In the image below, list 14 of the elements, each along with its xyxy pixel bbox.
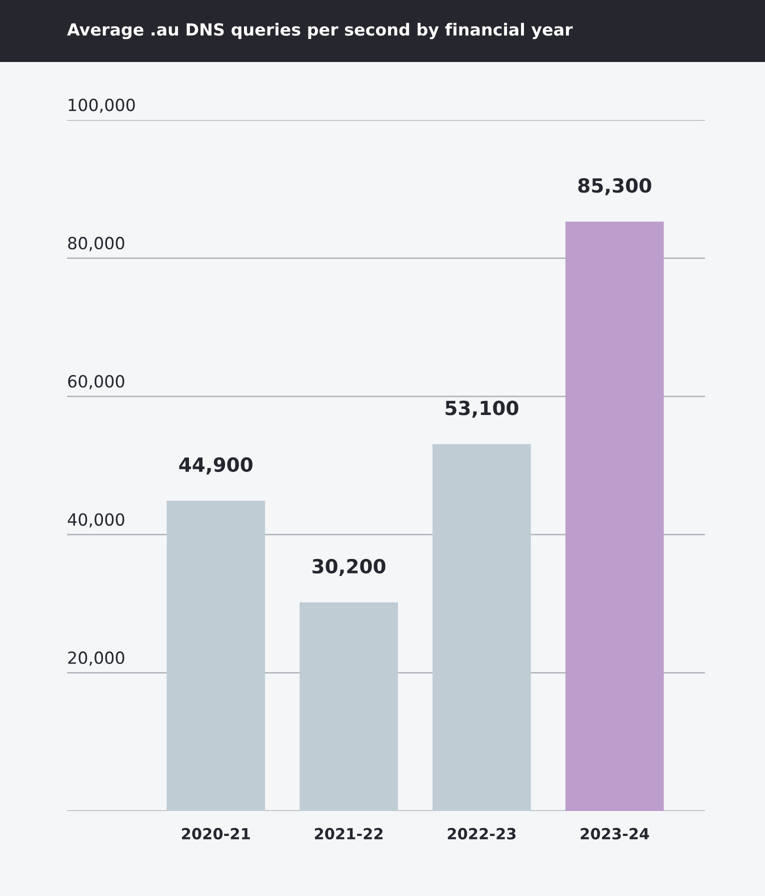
chart-title: Average .au DNS queries per second by financial year <box>67 22 573 40</box>
y-tick-label: 20,000 <box>68 651 124 666</box>
data-label: 30,200 <box>312 558 386 576</box>
y-tick-label: 60,000 <box>68 375 124 390</box>
y-tick-label: 80,000 <box>68 236 124 252</box>
x-tick-label: 2020-21 <box>182 828 250 840</box>
x-tick-label: 2021-22 <box>314 828 383 840</box>
data-label: 53,100 <box>446 400 518 418</box>
y-tick-label: 100,000 <box>68 98 135 113</box>
data-label: 44,900 <box>179 457 252 474</box>
data-label: 85,300 <box>578 178 652 196</box>
x-tick-label: 2022-23 <box>448 828 516 840</box>
y-tick-label: 40,000 <box>68 513 124 528</box>
x-tick-label: 2023-24 <box>580 828 649 840</box>
